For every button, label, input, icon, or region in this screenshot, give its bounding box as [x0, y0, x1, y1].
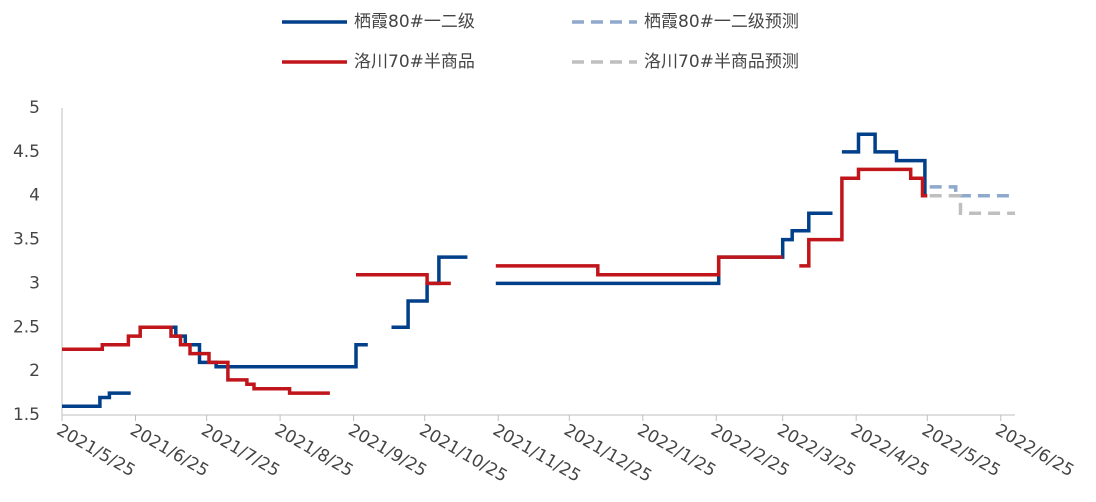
series-line: [929, 185, 1015, 198]
x-tick-label: 2021/8/25: [271, 420, 356, 481]
x-tick-label: 2021/5/25: [53, 420, 138, 481]
y-tick-label: 2: [29, 361, 40, 381]
series-line: [929, 193, 1015, 216]
y-tick-label: 2.5: [13, 317, 40, 337]
y-tick-label: 5: [29, 98, 40, 118]
legend-label: 洛川70#半商品: [354, 52, 475, 72]
series-line: [62, 132, 927, 408]
x-tick-label: 2022/4/25: [847, 420, 932, 481]
legend-label: 栖霞80#一二级预测: [644, 12, 799, 32]
x-tick-label: 2021/9/25: [345, 420, 430, 481]
y-tick-label: 1.5: [13, 405, 40, 425]
y-tick-label: 3: [29, 273, 40, 293]
legend-label: 洛川70#半商品预测: [644, 52, 799, 72]
y-tick-label: 4: [29, 186, 40, 206]
x-tick-label: 2021/7/25: [198, 420, 283, 481]
x-tick-label: 2022/5/25: [918, 420, 1003, 481]
x-tick-label: 2022/6/25: [992, 420, 1077, 481]
legend-label: 栖霞80#一二级: [354, 12, 475, 32]
series-line: [62, 167, 928, 395]
y-tick-label: 4.5: [13, 142, 40, 162]
y-tick-label: 3.5: [13, 230, 40, 250]
x-tick-label: 2021/6/25: [126, 420, 211, 481]
